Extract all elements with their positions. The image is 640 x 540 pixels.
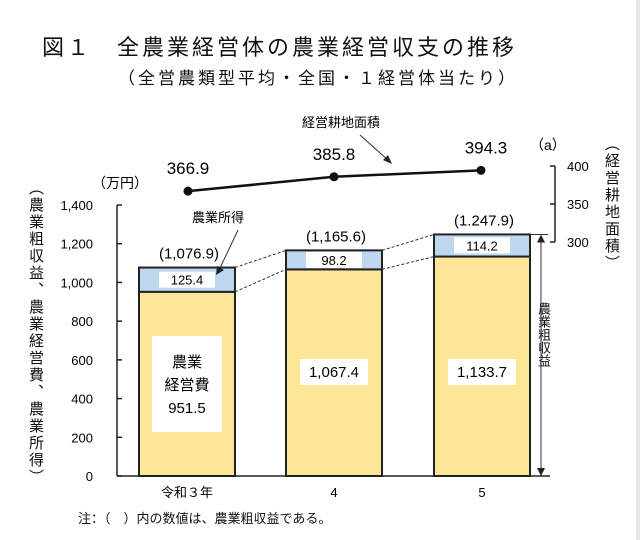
income-annotation-label: 農業所得 [192,210,244,225]
expense-box-label: 農業 [172,354,202,371]
scrollbar-edge [636,0,640,540]
income-label-box [454,237,510,254]
y-tick-label: 200 [71,430,93,445]
income-data-label: 125.4 [171,273,204,288]
area-point [329,172,339,182]
area-annotation-pointer [359,134,389,161]
x-category-label: 令和３年 [161,485,213,500]
expense-label-box [448,359,516,385]
area-point [476,165,486,175]
dashed-connector [381,256,435,270]
y-unit-label: （万円） [92,175,148,191]
income-data-label: 98.2 [321,253,346,268]
left-axis-label: （農業粗収益、農業経営費、農業所得） [27,180,45,486]
total-data-label: (1,076.9) [159,246,219,263]
arrow-down-icon [537,468,545,476]
income-label-box [306,251,362,268]
arrowhead-icon [383,155,392,164]
y-tick-label: 1,400 [60,198,93,213]
chart-title: 図１ 全農業経営体の農業経営収支の推移 [42,36,518,61]
gross-revenue-arrow-label: 農業粗収益 [533,298,552,371]
y-tick-label: 1,000 [60,275,93,290]
y-tick-label: 1,200 [60,237,93,252]
x-category-label: 5 [478,485,485,500]
right-axis-label: （経営耕地面積） [603,136,621,272]
dashed-connector [234,249,287,269]
area-annotation-label: 経営耕地面積 [302,115,380,130]
area-data-label: 385.8 [313,145,356,164]
income-annotation-pointer [219,229,239,269]
area-data-label: 366.9 [167,159,210,178]
expense-data-label: 1,067.4 [309,364,359,381]
dashed-connector [234,268,287,293]
area-data-label: 394.3 [465,138,508,157]
expense-label-box [300,359,368,385]
right-y-tick-label: 300 [567,235,589,250]
y-tick-label: 0 [86,469,93,484]
expense-data-label: 1,133.7 [457,364,507,381]
total-data-label: (1.247.9) [454,212,514,229]
chart-subtitle: （全営農類型平均・全国・１経営体当たり） [118,69,518,89]
expense-data-label: 951.5 [168,400,206,417]
right-y-tick-label: 350 [567,197,589,212]
income-data-label: 114.2 [466,238,498,253]
dashed-connector [381,233,435,251]
right-y-unit-label: （a） [530,137,566,153]
area-point [183,186,193,196]
income-label-box [159,271,215,288]
arrow-up-icon [537,234,545,243]
chart-note: 注：（ ）内の数値は、農業粗収益である。 [78,512,332,527]
arrowhead-icon [216,266,224,275]
x-category-label: 4 [330,485,337,500]
total-data-label: (1,165.6) [306,228,366,245]
y-tick-label: 600 [71,353,93,368]
y-tick-label: 400 [71,392,93,407]
expense-label-box [152,336,222,432]
y-tick-label: 800 [71,314,93,329]
expense-box-label: 経営費 [164,377,209,394]
right-y-tick-label: 400 [567,159,589,174]
